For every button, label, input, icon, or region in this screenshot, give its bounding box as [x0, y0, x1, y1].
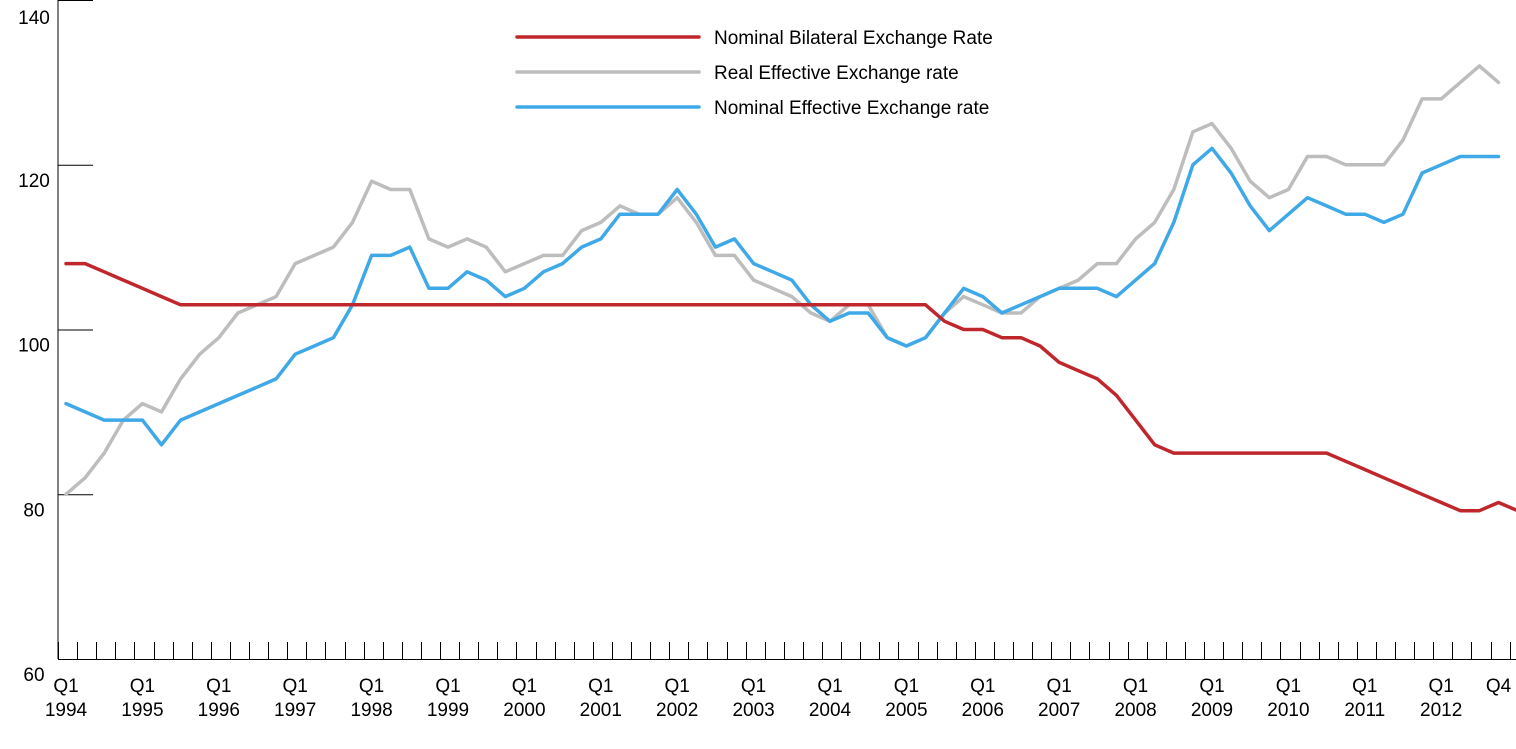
y-tick-label-80: 80: [23, 500, 44, 521]
x-tick-label-quarter: Q1: [1123, 676, 1148, 697]
y-tick-label-120: 120: [18, 171, 50, 192]
x-tick-label-year: 1997: [274, 700, 316, 721]
x-tick-label-quarter: Q1: [665, 676, 690, 697]
legend-label: Nominal Bilateral Exchange Rate: [714, 28, 993, 49]
x-tick-label-quarter: Q1: [588, 676, 613, 697]
legend-label: Real Effective Exchange rate: [714, 63, 959, 84]
x-tick-label-quarter: Q1: [894, 676, 919, 697]
x-tick-label-quarter: Q1: [512, 676, 537, 697]
x-tick-label-quarter: Q1: [359, 676, 384, 697]
x-tick-label-quarter: Q1: [53, 676, 78, 697]
x-tick-label-quarter: Q1: [1352, 676, 1377, 697]
x-tick-label-year: 2006: [962, 700, 1004, 721]
legend: Nominal Bilateral Exchange Rate Real Effe…: [515, 28, 993, 119]
series-lines: [64, 64, 1516, 513]
x-tick-label-quarter: Q1: [435, 676, 460, 697]
x-tick-label-quarter: Q1: [1199, 676, 1224, 697]
x-tick-label-year: 2010: [1267, 700, 1309, 721]
series-line-1: [64, 64, 1501, 497]
x-tick-label-year: 1996: [198, 700, 240, 721]
x-tick-label-year: 2003: [732, 700, 774, 721]
x-tick-label-quarter: Q4: [1486, 676, 1512, 697]
x-tick-label-year: 1998: [350, 700, 392, 721]
y-axis: 60 80 100 120 140: [18, 0, 93, 686]
x-tick-label-quarter: Q1: [1047, 676, 1072, 697]
series-line-0: [64, 261, 1516, 513]
x-tick-label-year: 2011: [1344, 700, 1385, 721]
x-tick-label-year: 2012: [1420, 700, 1462, 721]
series-line-2: [64, 146, 1501, 447]
y-tick-label-60: 60: [23, 665, 44, 686]
x-tick-label-quarter: Q1: [741, 676, 766, 697]
x-tick-label-quarter: Q1: [283, 676, 308, 697]
x-tick-label-quarter: Q1: [206, 676, 231, 697]
x-tick-label-quarter: Q1: [970, 676, 995, 697]
x-tick-label-year: 1995: [121, 700, 163, 721]
x-tick-label-quarter: Q1: [1276, 676, 1301, 697]
x-tick-label-quarter: Q1: [130, 676, 155, 697]
x-tick-label-year: 1994: [45, 700, 88, 721]
x-tick-label-year: 2004: [809, 700, 852, 721]
x-tick-label-quarter: Q1: [1429, 676, 1454, 697]
x-tick-label-year: 2000: [503, 700, 545, 721]
x-tick-label-quarter: Q1: [817, 676, 842, 697]
x-tick-label-year: 2008: [1114, 700, 1156, 721]
x-axis: Q1 1994 Q1 1995 Q1 1996 Q1 1997 Q1 1998 Q1 1999 Q1 20…: [45, 642, 1516, 721]
y-tick-label-100: 100: [18, 336, 50, 357]
x-tick-label-year: 2009: [1191, 700, 1233, 721]
x-tick-label-year: 2005: [885, 700, 927, 721]
x-tick-label-year: 1999: [427, 700, 469, 721]
x-tick-label-year: 2007: [1038, 700, 1080, 721]
x-tick-label-year: 2001: [580, 700, 622, 721]
x-tick-label-year: 2002: [656, 700, 698, 721]
y-tick-label-140: 140: [18, 8, 50, 29]
legend-label: Nominal Effective Exchange rate: [714, 98, 989, 119]
